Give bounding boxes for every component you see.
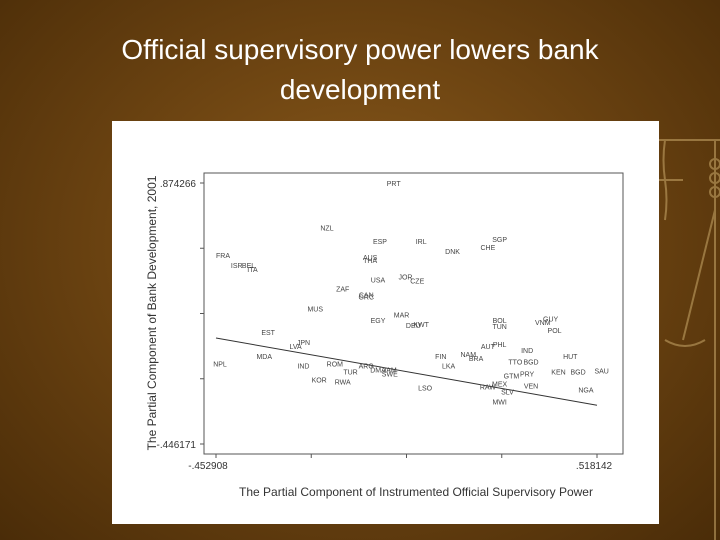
data-point-label: TUN (492, 324, 506, 331)
data-point-label: NZL (320, 225, 333, 232)
data-point-label: MAR (394, 312, 410, 319)
data-point-label: LVA (290, 344, 303, 351)
data-point-label: AUT (481, 344, 496, 351)
slide-title: Official supervisory power lowers bank d… (0, 30, 720, 110)
data-point-label: FRA (216, 253, 230, 260)
scatter-chart: .874266 -.446171 -.452908 .518142 The Pa… (145, 172, 624, 499)
data-point-label: MUS (307, 306, 323, 313)
data-point-label: IND (297, 364, 309, 371)
fit-line (215, 337, 598, 406)
data-point-label: USA (371, 278, 386, 285)
data-point-label: DNK (445, 249, 460, 256)
x-max-label: .518142 (576, 461, 613, 472)
data-point-label: LKA (442, 364, 456, 371)
data-point-label: AUS (363, 255, 378, 262)
data-point-label: SWE (382, 372, 398, 379)
data-point-label: TTO (508, 360, 522, 367)
data-point-label: JOR (398, 275, 412, 282)
data-point-label: SLV (501, 389, 514, 396)
data-point-label: PRT (387, 181, 402, 188)
data-point-label: MEX (492, 381, 508, 388)
data-point-label: GRC (358, 295, 374, 302)
x-min-label: -.452908 (188, 461, 228, 472)
data-point-label: SAU (594, 369, 608, 376)
data-point-label: GTM (504, 374, 520, 381)
data-point-label: JPN (297, 340, 310, 347)
data-point-label: MWI (492, 399, 506, 406)
plot-frame (203, 172, 624, 455)
data-point-label: BOL (493, 318, 507, 325)
data-point-label: POL (548, 328, 562, 335)
data-point-label: ITA (247, 267, 258, 274)
data-point-label: RAW (480, 384, 496, 391)
data-point-label: BRA (469, 356, 484, 363)
data-point-label: SGP (492, 237, 507, 244)
slide-title-line-2: development (279, 74, 441, 105)
data-point-label: DMA (370, 368, 386, 375)
data-point-label: IND (521, 348, 533, 355)
data-point-label: TUR (343, 370, 357, 377)
data-point-label: BGD (571, 370, 586, 377)
data-point-label: ISR (231, 263, 243, 270)
data-point-label: FIN (435, 354, 446, 361)
chart-panel: .874266 -.446171 -.452908 .518142 The Pa… (112, 121, 659, 524)
data-point-label: LSO (418, 385, 433, 392)
data-point-label: KWT (413, 322, 429, 329)
data-point-label: DEU (406, 323, 421, 330)
x-axis-label: The Partial Component of Instrumented Of… (239, 485, 593, 499)
data-point-label: KOR (312, 378, 327, 385)
data-point-label: MDA (256, 354, 272, 361)
data-point-label: IRL (416, 239, 427, 246)
data-point-label: CZE (410, 279, 424, 286)
data-point-label: KEN (551, 370, 565, 377)
data-point-label: GUY (543, 316, 559, 323)
y-max-label: .874266 (160, 179, 197, 190)
slide-title-line-1: Official supervisory power lowers bank (121, 34, 599, 65)
data-point-label: VEN (524, 383, 538, 390)
data-point-label: ARG (359, 364, 374, 371)
data-point-label: NAM (460, 352, 476, 359)
data-point-label: BGD (523, 360, 538, 367)
balance-scale-decoration (655, 139, 720, 540)
axis-ticks (200, 182, 598, 458)
data-point-label: VNM (535, 320, 551, 327)
data-point-label: ESP (373, 239, 387, 246)
data-point-label: ROM (327, 362, 344, 369)
data-point-label: NPL (213, 362, 227, 369)
data-point-label: BEL (242, 263, 255, 270)
data-point-label: CAN (359, 293, 374, 300)
data-point-label: CHE (480, 245, 495, 252)
data-point-label: PRY (520, 372, 535, 379)
data-point-label: RWA (335, 380, 351, 387)
data-point-label: HUT (563, 354, 578, 361)
data-point-label: EST (261, 330, 275, 337)
y-min-label: -.446171 (157, 440, 197, 451)
data-point-label: JAM (383, 368, 397, 375)
y-axis-label: The Partial Component of Bank Developmen… (145, 175, 159, 450)
data-point-label: PHL (493, 342, 507, 349)
data-point-label: THA (363, 258, 377, 265)
data-point-label: ZAF (336, 287, 349, 294)
data-point-label: EGY (371, 318, 386, 325)
data-point-label: NGA (578, 387, 594, 394)
